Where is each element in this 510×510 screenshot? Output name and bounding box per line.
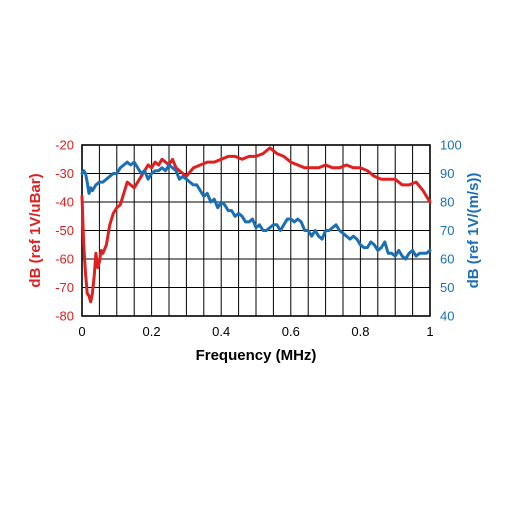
series-layer — [80, 146, 432, 304]
left-tick-label: -60 — [55, 252, 74, 267]
right-y-axis-label: dB (ref 1V/(m/s)) — [465, 173, 482, 289]
x-tick-label: 0.4 — [212, 324, 230, 339]
right-tick-label: 70 — [440, 223, 454, 238]
x-tick-label: 0 — [78, 324, 85, 339]
right-axis-ticks: 100 90 80 70 60 50 40 — [440, 138, 462, 324]
right-tick-label: 60 — [440, 252, 454, 267]
right-tick-label: 80 — [440, 195, 454, 210]
x-tick-label: 0.2 — [143, 324, 161, 339]
x-tick-label: 0.8 — [351, 324, 369, 339]
left-tick-label: -80 — [55, 309, 74, 324]
left-tick-label: -50 — [55, 223, 74, 238]
series-line-right-axis — [80, 160, 432, 261]
left-tick-label: -20 — [55, 138, 74, 153]
series-line-left-axis — [80, 146, 432, 304]
left-axis-ticks: -20 -30 -40 -50 -60 -70 -80 — [55, 138, 74, 324]
right-tick-label: 90 — [440, 166, 454, 181]
x-tick-label: 1 — [426, 324, 433, 339]
x-axis-ticks: 0 0.2 0.4 0.6 0.8 1 — [78, 324, 433, 339]
right-tick-label: 40 — [440, 309, 454, 324]
left-y-axis-label: dB (ref 1V/uBar) — [27, 173, 44, 287]
right-tick-label: 50 — [440, 280, 454, 295]
x-tick-label: 0.6 — [282, 324, 300, 339]
grid-lines — [82, 145, 430, 316]
right-tick-label: 100 — [440, 138, 462, 153]
x-axis-label: Frequency (MHz) — [196, 347, 317, 364]
left-tick-label: -40 — [55, 195, 74, 210]
left-tick-label: -30 — [55, 166, 74, 181]
left-tick-label: -70 — [55, 280, 74, 295]
